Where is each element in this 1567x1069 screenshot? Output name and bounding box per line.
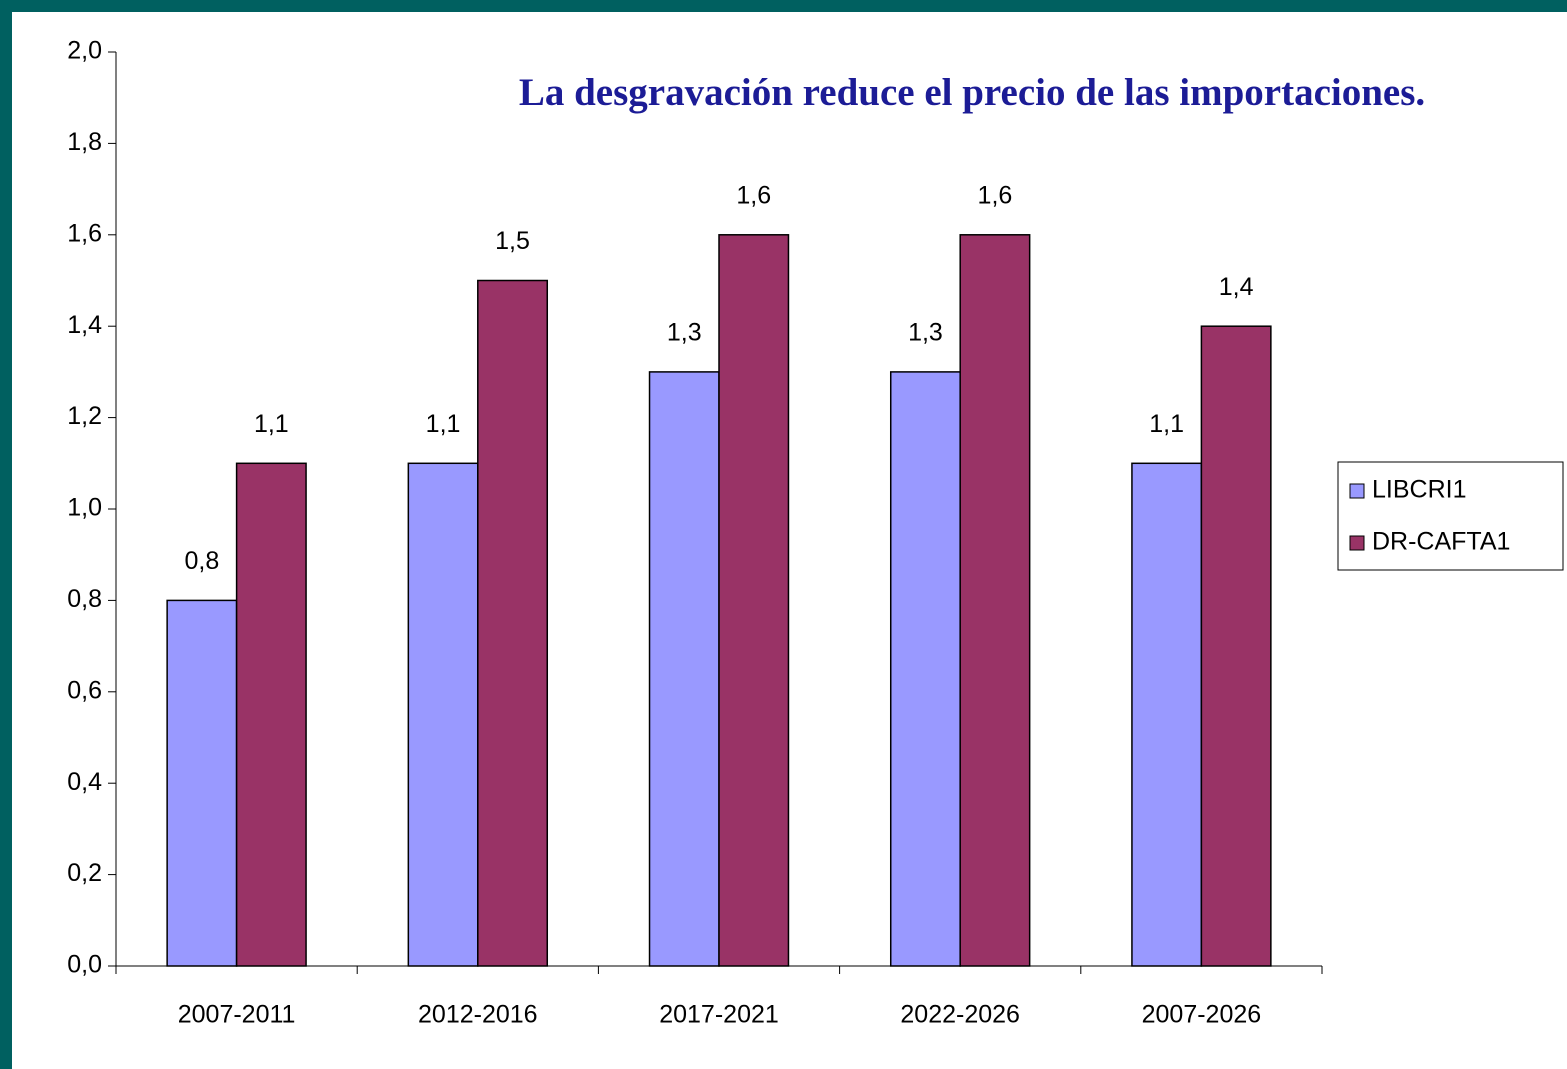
y-tick-label: 1,0 — [67, 494, 102, 522]
y-tick-label: 0,8 — [67, 585, 102, 613]
value-label: 1,1 — [254, 410, 289, 438]
x-tick-label: 2012-2016 — [418, 1001, 538, 1029]
legend-box — [1337, 461, 1564, 571]
value-label: 1,3 — [667, 319, 702, 347]
y-tick-label: 0,4 — [67, 768, 102, 796]
bar — [235, 462, 307, 967]
x-tick-label: 2017-2021 — [659, 1001, 779, 1029]
legend-label: DR-CAFTA1 — [1372, 528, 1510, 556]
y-tick-label: 1,2 — [67, 402, 102, 430]
x-tick-label: 2007-2011 — [178, 1001, 296, 1029]
value-label: 1,1 — [426, 410, 461, 438]
bar — [648, 371, 720, 967]
y-tick-label: 1,8 — [67, 128, 102, 156]
bar — [407, 462, 479, 967]
y-tick-label: 0,2 — [67, 859, 102, 887]
value-label: 1,6 — [736, 181, 771, 209]
y-tick-label: 0,0 — [67, 951, 102, 979]
y-tick-label: 1,4 — [67, 311, 102, 339]
legend-label: LIBCRI1 — [1372, 476, 1466, 504]
bar — [718, 234, 790, 967]
legend-swatch — [1349, 483, 1365, 499]
value-label: 0,8 — [184, 547, 219, 575]
bar — [959, 234, 1031, 967]
value-label: 1,1 — [1149, 410, 1184, 438]
value-label: 1,6 — [978, 181, 1013, 209]
y-tick-label: 0,6 — [67, 676, 102, 704]
x-tick-label: 2007-2026 — [1142, 1001, 1262, 1029]
value-label: 1,3 — [908, 319, 943, 347]
y-tick-label: 2,0 — [67, 37, 102, 65]
bar — [889, 371, 961, 967]
y-tick-label: 1,6 — [67, 219, 102, 247]
legend-swatch — [1349, 535, 1365, 551]
value-label: 1,4 — [1219, 273, 1254, 301]
value-label: 1,5 — [495, 227, 530, 255]
bar — [1131, 462, 1203, 967]
chart-title: La desgravación reduce el precio de las … — [519, 71, 1425, 114]
bar — [477, 279, 549, 967]
bar — [166, 599, 238, 967]
x-tick-label: 2022-2026 — [900, 1001, 1020, 1029]
bar — [1200, 325, 1272, 967]
